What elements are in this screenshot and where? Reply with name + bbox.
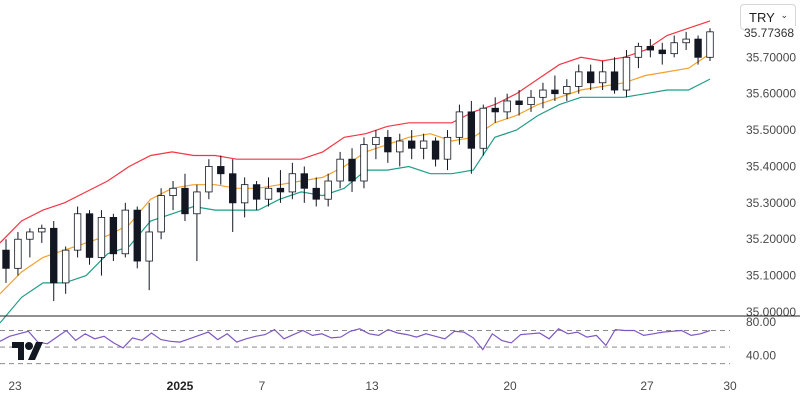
candle-body: [467, 111, 476, 149]
lower-band-line: [0, 78, 711, 324]
rsi-line: [0, 328, 711, 351]
candle-body: [205, 166, 213, 193]
candle-body: [85, 213, 94, 258]
time-axis-label: 30: [723, 379, 737, 393]
price-tick-label: 35.40000: [746, 159, 796, 173]
rsi-pane: [0, 328, 730, 365]
candle-body: [61, 249, 70, 284]
candle-body: [348, 158, 356, 182]
candle-body: [264, 187, 273, 200]
candle-body: [324, 180, 332, 200]
candle-body: [50, 227, 58, 284]
candle-body: [503, 100, 511, 113]
candle-body: [515, 100, 523, 106]
price-axis: 35.0000035.1000035.2000035.3000035.40000…: [746, 50, 796, 319]
candle-body: [26, 231, 34, 240]
candle-body: [145, 231, 153, 262]
candle-body: [634, 45, 643, 58]
symbol-select-value: TRY: [749, 9, 775, 25]
time-axis-label: 23: [8, 379, 22, 393]
candle-body: [121, 209, 130, 255]
candle-body: [479, 107, 487, 149]
candle-body: [73, 213, 82, 251]
candle-body: [563, 86, 571, 95]
candle-body: [336, 158, 344, 182]
candle-body: [408, 140, 416, 149]
candle-body: [252, 184, 261, 200]
price-tick-label: 35.30000: [746, 196, 796, 210]
last-price-label: 35.77368: [744, 26, 800, 39]
price-tick-label: 35.50000: [746, 123, 796, 137]
candle-body: [372, 136, 380, 146]
rsi-tick-label: 80.00: [746, 315, 776, 329]
time-axis-label: 2025: [167, 379, 194, 393]
time-axis-label: 27: [640, 379, 654, 393]
candle-body: [598, 71, 607, 84]
candle-body: [682, 38, 690, 44]
price-tick-label: 35.70000: [746, 50, 796, 64]
candle-body: [539, 89, 547, 98]
candle-body: [193, 191, 201, 215]
time-axis-label: 7: [259, 379, 266, 393]
rsi-tick-label: 40.00: [746, 348, 776, 362]
candle-body: [360, 144, 368, 182]
candle-body: [455, 111, 464, 138]
candle-body: [38, 227, 46, 233]
time-axis: 23 2025 7 13 20 27 30: [8, 379, 737, 393]
candle-body: [527, 96, 535, 106]
candle-body: [2, 249, 10, 269]
chevron-down-icon: ⌄: [780, 10, 788, 20]
candle-body: [384, 136, 392, 153]
price-tick-label: 35.60000: [746, 87, 796, 101]
candle-body: [694, 38, 702, 58]
symbol-select[interactable]: TRY ⌄: [740, 4, 796, 30]
candle-body: [169, 187, 177, 196]
candle-body: [431, 140, 440, 160]
candlestick-series: [2, 28, 714, 302]
candle-body: [240, 184, 249, 204]
candle-body: [646, 45, 655, 51]
candle-body: [133, 209, 141, 262]
price-tick-label: 35.10000: [746, 269, 796, 283]
candle-body: [396, 140, 404, 153]
candle-body: [229, 173, 237, 204]
candle-body: [312, 187, 320, 200]
candle-body: [300, 173, 308, 189]
candle-body: [109, 216, 118, 255]
time-axis-label: 13: [365, 379, 379, 393]
candle-body: [670, 42, 678, 55]
rsi-axis: 80.00 40.00: [746, 315, 776, 362]
candle-body: [491, 107, 499, 113]
candle-body: [288, 173, 297, 193]
candle-body: [610, 71, 619, 91]
candle-body: [551, 89, 559, 95]
candle-body: [217, 166, 225, 175]
candle-body: [586, 71, 595, 84]
candle-body: [658, 49, 666, 55]
candle-body: [706, 31, 714, 58]
candle-body: [443, 136, 452, 160]
tradingview-logo-icon[interactable]: [10, 340, 44, 362]
candle-body: [276, 187, 285, 193]
price-tick-label: 35.20000: [746, 232, 796, 246]
candle-body: [14, 238, 22, 269]
upper-band-line: [0, 20, 711, 244]
candle-body: [419, 140, 428, 149]
time-axis-label: 20: [503, 379, 517, 393]
candle-body: [157, 195, 165, 233]
candle-body: [575, 71, 583, 87]
candle-body: [622, 56, 631, 91]
candle-body: [181, 187, 189, 215]
candle-body: [97, 216, 106, 258]
